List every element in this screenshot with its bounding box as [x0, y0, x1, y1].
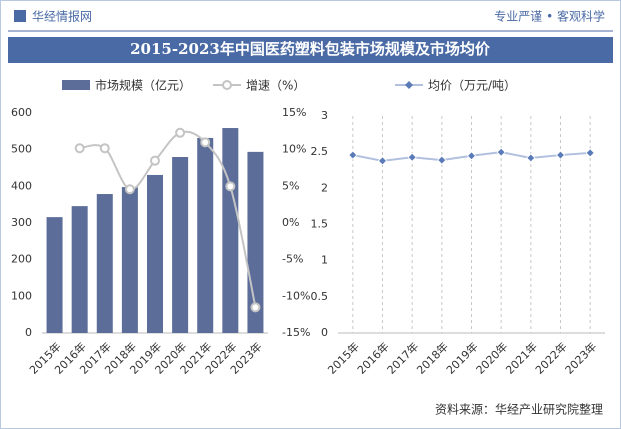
y-tick-label: 3	[321, 109, 328, 122]
point	[377, 156, 388, 166]
y-tick-label: 2.5	[311, 145, 329, 158]
point	[585, 148, 595, 158]
point	[200, 137, 211, 148]
y2-tick-label: 0%	[282, 216, 299, 229]
y2-tick-label: -10%	[282, 289, 310, 302]
line	[79, 130, 257, 308]
bar	[71, 206, 88, 333]
y2-tick-label: -5%	[282, 253, 303, 266]
bar	[197, 137, 214, 333]
point	[175, 127, 186, 138]
point	[225, 181, 236, 192]
legend-swatch	[62, 80, 90, 90]
chart-title: 2015-2023年中国医药塑料包装市场规模及市场均价	[130, 40, 491, 58]
y2-tick-label: 5%	[282, 179, 299, 192]
point	[99, 143, 110, 154]
point	[250, 302, 261, 313]
y-tick-label: 400	[11, 179, 32, 192]
bar	[222, 128, 239, 333]
logo	[14, 10, 26, 22]
bar	[46, 217, 63, 333]
point	[407, 152, 417, 162]
title-bar	[8, 37, 613, 63]
y-tick-label: 600	[11, 106, 32, 119]
legend-swatch	[405, 81, 413, 89]
legend-label: 均价（万元/吨）	[428, 79, 516, 93]
y-tick-label: 200	[11, 253, 32, 266]
y-tick-label: 500	[11, 143, 32, 156]
bar	[121, 187, 138, 333]
brand: 华经情报网	[32, 9, 92, 24]
point	[526, 153, 536, 163]
legend-label: 增速（%）	[246, 79, 305, 93]
point	[124, 184, 135, 195]
point	[74, 143, 85, 154]
point	[555, 150, 566, 160]
bar	[96, 194, 113, 333]
slogan: 专业严谨 • 客观科学	[494, 9, 605, 24]
bar	[172, 157, 189, 333]
y2-tick-label: -15%	[282, 326, 310, 339]
y-tick-label: 300	[11, 216, 32, 229]
y-tick-label: 1	[321, 254, 328, 267]
point	[466, 151, 477, 161]
y-tick-label: 100	[11, 289, 32, 302]
y-tick-label: 1.5	[311, 218, 329, 231]
bar	[147, 174, 163, 333]
y-tick-label: 2	[321, 181, 328, 194]
legend-label: 市场规模（亿元）	[95, 78, 191, 93]
point	[496, 147, 506, 157]
y-tick-label: 0.5	[311, 290, 329, 303]
y-tick-label: 0	[321, 326, 328, 339]
point	[437, 155, 447, 165]
source: 资料来源：华经产业研究院整理	[435, 402, 603, 417]
legend-swatch	[222, 80, 233, 90]
y2-tick-label: 10%	[282, 143, 306, 156]
point	[348, 150, 358, 160]
point	[150, 155, 160, 166]
y2-tick-label: 15%	[282, 106, 306, 119]
y-tick-label: 0	[25, 326, 32, 339]
